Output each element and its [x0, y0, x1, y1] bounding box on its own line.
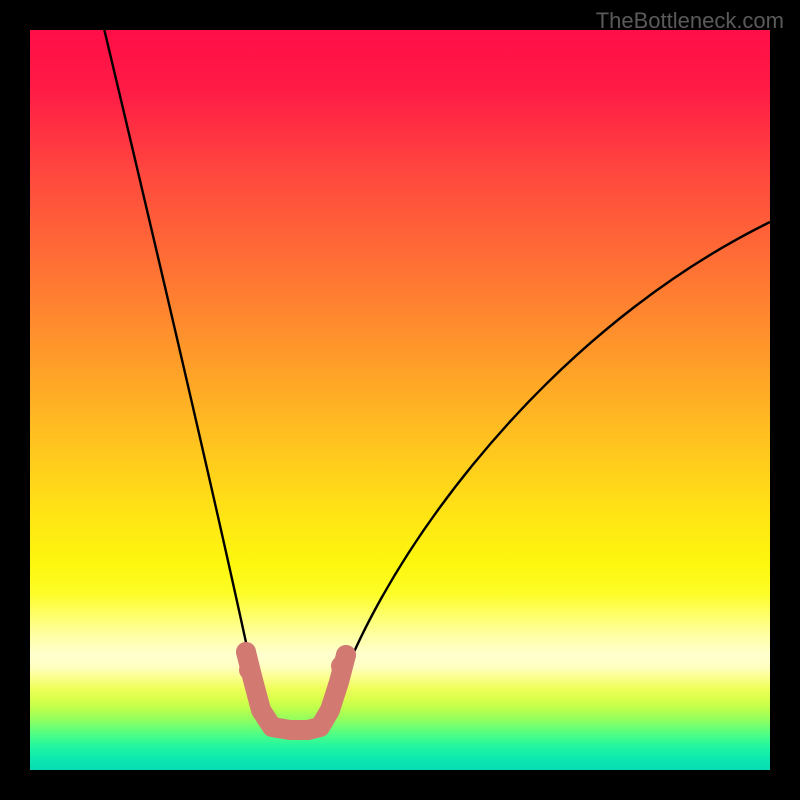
- plot-area: [30, 30, 770, 770]
- attribution-label: TheBottleneck.com: [596, 8, 784, 34]
- gradient-background: [30, 30, 770, 770]
